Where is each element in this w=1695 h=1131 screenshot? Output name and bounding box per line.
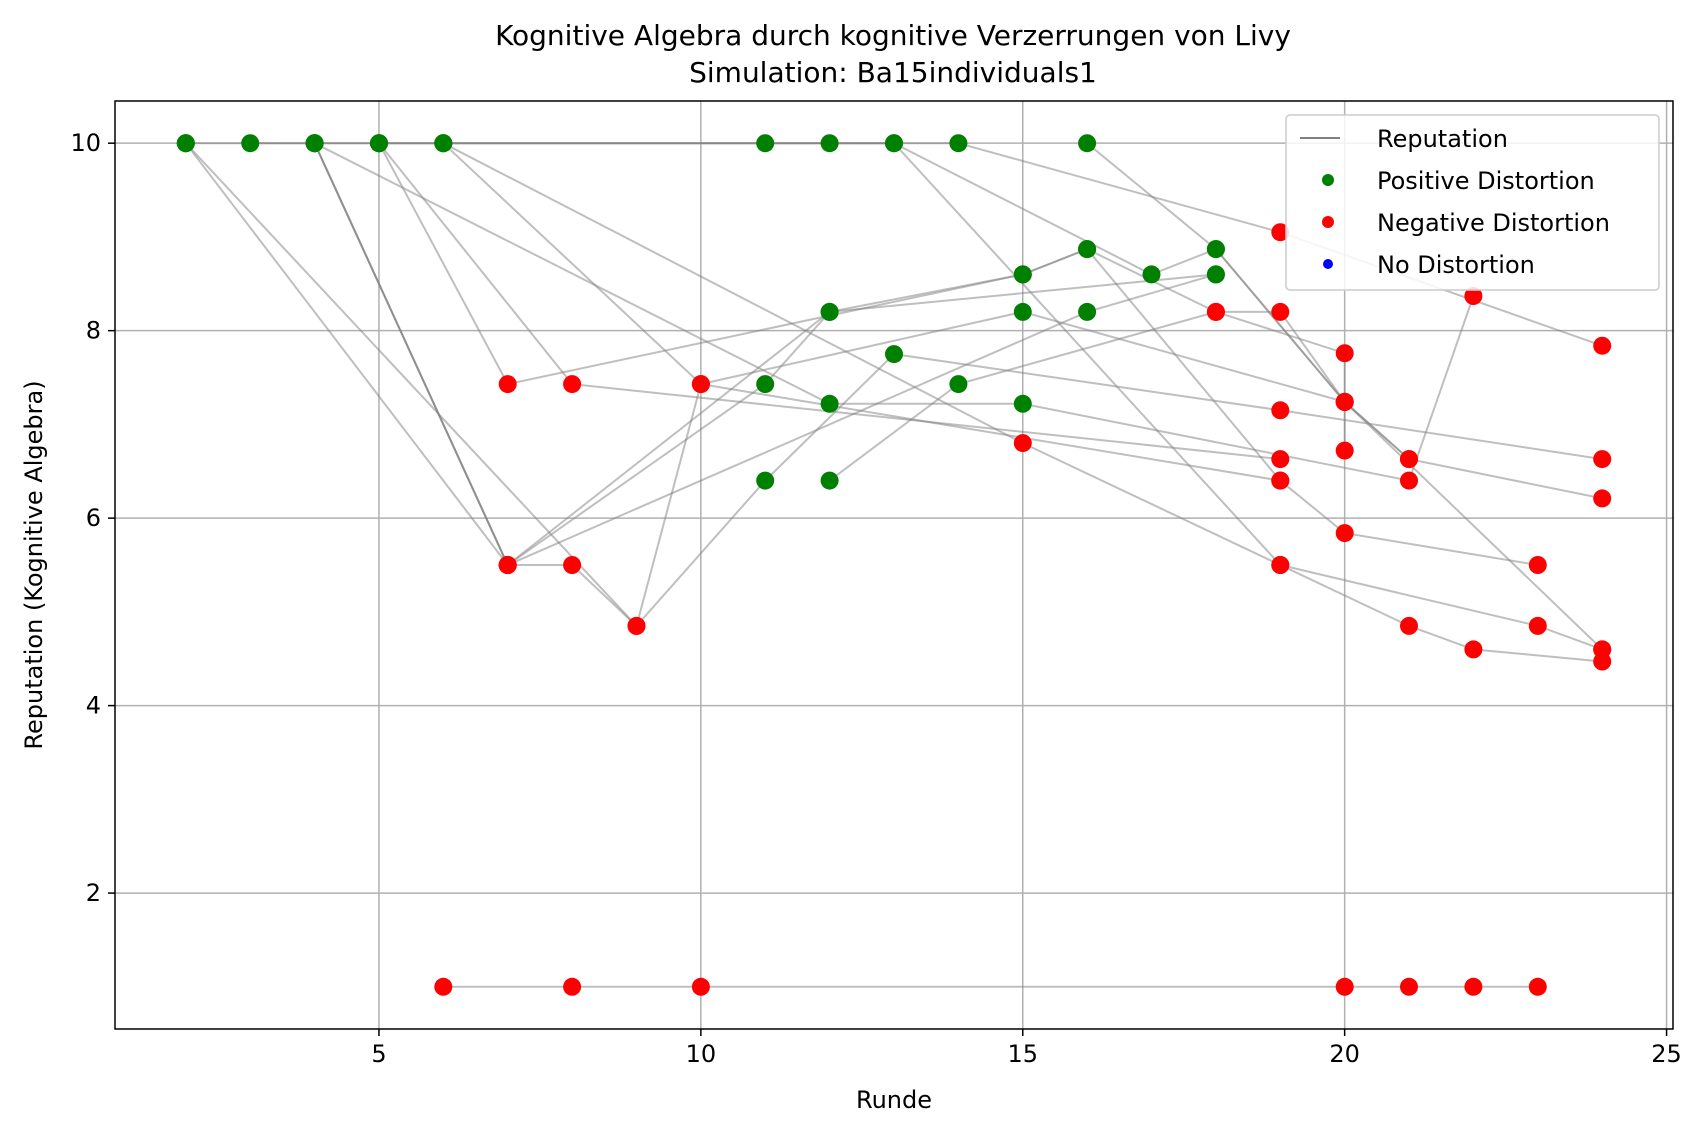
negative-distortion-point <box>563 375 582 394</box>
reputation-line <box>185 142 1603 628</box>
x-tick-label: 10 <box>686 1040 717 1068</box>
legend: Reputation Positive Distortion Negative Di… <box>1285 114 1660 291</box>
positive-distortion-point <box>820 134 839 153</box>
positive-distortion-point <box>1078 240 1097 259</box>
negative-distortion-point <box>1271 556 1290 574</box>
negative-distortion-point <box>1206 302 1225 321</box>
positive-distortion-point <box>1013 394 1032 413</box>
negative-distortion-point <box>1335 441 1354 460</box>
y-tick-label: 10 <box>70 129 101 157</box>
chart-title: Kognitive Algebra durch kognitive Verzer… <box>495 19 1291 52</box>
negative-distortion-point <box>1464 640 1483 659</box>
positive-distortion-point <box>1078 134 1097 153</box>
data-points <box>176 134 1612 996</box>
y-tick-label: 2 <box>86 879 101 907</box>
x-tick-label: 25 <box>1651 1040 1682 1068</box>
positive-distortion-point <box>434 134 453 153</box>
y-axis-ticks: 2 4 6 8 10 <box>70 129 115 907</box>
y-tick-label: 8 <box>86 317 101 345</box>
legend-label: Reputation <box>1377 125 1508 153</box>
legend-frame <box>1285 114 1660 291</box>
x-tick-label: 15 <box>1007 1040 1038 1068</box>
negative-distortion-point <box>563 977 582 996</box>
negative-distortion-point <box>1400 977 1418 996</box>
negative-distortion-point <box>1528 977 1547 996</box>
negative-distortion-point <box>1335 392 1354 411</box>
negative-distortion-point <box>1593 489 1612 508</box>
positive-distortion-point <box>1078 302 1097 321</box>
positive-distortion-point <box>885 345 903 364</box>
negative-distortion-point <box>1335 344 1354 363</box>
negative-distortion-point <box>691 375 710 394</box>
negative-distortion-point <box>1528 616 1547 635</box>
y-axis-label: Reputation (Kognitive Algebra) <box>20 380 48 749</box>
negative-distortion-point <box>1593 450 1612 469</box>
positive-distortion-point <box>241 134 260 153</box>
legend-label: No Distortion <box>1377 251 1535 279</box>
negative-distortion-point <box>1335 524 1354 543</box>
chart-subtitle: Simulation: Ba15individuals1 <box>689 56 1097 89</box>
x-axis-ticks: 5 10 15 20 25 <box>371 1029 1682 1068</box>
positive-distortion-point <box>305 134 324 153</box>
negative-distortion-point <box>1593 640 1612 659</box>
y-tick-label: 4 <box>86 692 101 720</box>
positive-distortion-point <box>885 134 903 153</box>
negative-distortion-point <box>1271 471 1290 490</box>
positive-distortion-point <box>820 302 839 321</box>
negative-distortion-point <box>1593 336 1612 355</box>
negative-distortion-point <box>1464 977 1483 996</box>
legend-label: Positive Distortion <box>1377 167 1595 195</box>
negative-distortion-point <box>1271 401 1290 420</box>
negative-distortion-point <box>563 556 582 574</box>
x-tick-label: 20 <box>1329 1040 1360 1068</box>
negative-distortion-point <box>691 977 710 996</box>
positive-distortion-point <box>756 471 775 490</box>
legend-marker-swatch <box>1322 216 1334 228</box>
positive-distortion-point <box>1013 302 1032 321</box>
negative-distortion-point <box>498 375 517 394</box>
grid <box>115 101 1673 1029</box>
x-axis-label: Runde <box>856 1086 932 1114</box>
positive-distortion-point <box>949 375 968 394</box>
positive-distortion-point <box>756 375 775 394</box>
positive-distortion-point <box>1206 240 1225 259</box>
positive-distortion-point <box>756 134 775 153</box>
legend-marker-swatch <box>1323 259 1333 269</box>
negative-distortion-point <box>1400 616 1418 635</box>
positive-distortion-point <box>370 134 388 153</box>
negative-distortion-point <box>1528 556 1547 574</box>
negative-distortion-point <box>434 977 453 996</box>
negative-distortion-point <box>1013 434 1032 453</box>
legend-label: Negative Distortion <box>1377 209 1610 237</box>
negative-distortion-point <box>498 556 517 574</box>
negative-distortion-point <box>1464 287 1483 305</box>
negative-distortion-point <box>1271 223 1290 242</box>
positive-distortion-point <box>1206 265 1225 284</box>
negative-distortion-point <box>1400 471 1418 490</box>
positive-distortion-point <box>1142 265 1161 284</box>
negative-distortion-point <box>1271 302 1290 321</box>
x-tick-label: 5 <box>371 1040 386 1068</box>
reputation-line <box>1086 142 1410 460</box>
positive-distortion-point <box>1013 265 1032 284</box>
legend-items: Reputation Positive Distortion Negative Di… <box>1300 125 1610 279</box>
legend-marker-swatch <box>1322 174 1334 186</box>
y-tick-label: 6 <box>86 504 101 532</box>
negative-distortion-point <box>1271 450 1290 469</box>
negative-distortion-point <box>1335 977 1354 996</box>
negative-distortion-point <box>627 616 646 635</box>
positive-distortion-point <box>949 134 968 153</box>
positive-distortion-point <box>820 394 839 413</box>
positive-distortion-point <box>820 471 839 490</box>
plot-frame <box>114 100 1674 1030</box>
positive-distortion-point <box>176 134 195 153</box>
negative-distortion-point <box>1400 450 1418 469</box>
